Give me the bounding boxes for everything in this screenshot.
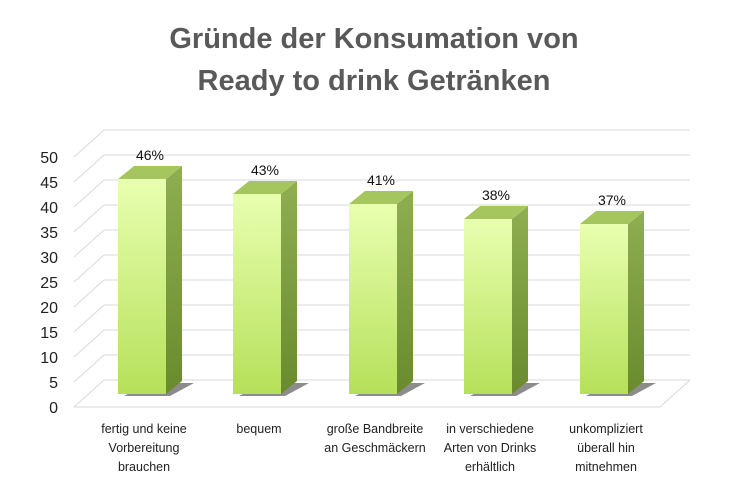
- bar-top: [118, 166, 182, 179]
- grid-diagonal: [73, 304, 105, 333]
- bar: [349, 204, 397, 394]
- chart-title: Gründe der Konsumation von Ready to drin…: [0, 18, 748, 102]
- bar-side: [512, 206, 528, 394]
- grid-diagonal: [73, 204, 105, 233]
- y-tick-label: 20: [40, 300, 58, 317]
- y-tick-label: 5: [49, 375, 58, 392]
- bar: [118, 179, 166, 394]
- chart-title-line-2: Ready to drink Getränken: [197, 65, 551, 97]
- data-label: 41%: [367, 172, 395, 188]
- bar-top: [349, 191, 413, 204]
- y-tick-label: 0: [49, 400, 58, 417]
- chart-title-line-1: Gründe der Konsumation von: [169, 23, 579, 55]
- bar-side: [166, 166, 182, 394]
- grid-diagonal: [73, 229, 105, 258]
- y-tick-label: 50: [40, 150, 58, 167]
- category-label-3: große Bandbreite an Geschmäckern: [324, 422, 426, 455]
- category-label-4: in verschiedene Arten von Drinks erhältl…: [443, 422, 537, 474]
- y-tick-label: 45: [40, 175, 58, 192]
- data-label: 43%: [251, 162, 279, 178]
- grid-diagonal: [73, 329, 105, 358]
- bar-side: [628, 211, 644, 394]
- bar-side: [397, 191, 413, 394]
- category-label-5: unkompliziert überall hin mitnehmen: [569, 422, 643, 474]
- category-label-2: bequem: [236, 422, 282, 436]
- grid-diagonal: [73, 279, 105, 308]
- floor-right-edge: [659, 379, 691, 408]
- y-tick-label: 10: [40, 350, 58, 367]
- grid-diagonal: [73, 354, 105, 383]
- bar: [233, 194, 281, 394]
- y-tick-label: 40: [40, 200, 58, 217]
- bar: [580, 224, 628, 394]
- bar: [464, 219, 512, 394]
- bar-top: [580, 211, 644, 224]
- bar-top: [233, 181, 297, 194]
- grid-diagonal: [73, 179, 105, 208]
- grid-diagonal: [73, 154, 105, 183]
- grid-diagonal: [73, 254, 105, 283]
- y-tick-label: 15: [40, 325, 58, 342]
- grid-diagonal: [73, 379, 105, 408]
- category-label-1: fertig und keine Vorbereitung brauchen: [101, 422, 187, 474]
- data-label: 37%: [598, 192, 626, 208]
- y-tick-label: 35: [40, 225, 58, 242]
- data-label: 46%: [136, 147, 164, 163]
- grid-diagonal: [73, 129, 105, 158]
- bar-top: [464, 206, 528, 219]
- bar-side: [281, 181, 297, 394]
- y-tick-label: 30: [40, 250, 58, 267]
- y-tick-label: 25: [40, 275, 58, 292]
- data-label: 38%: [482, 187, 510, 203]
